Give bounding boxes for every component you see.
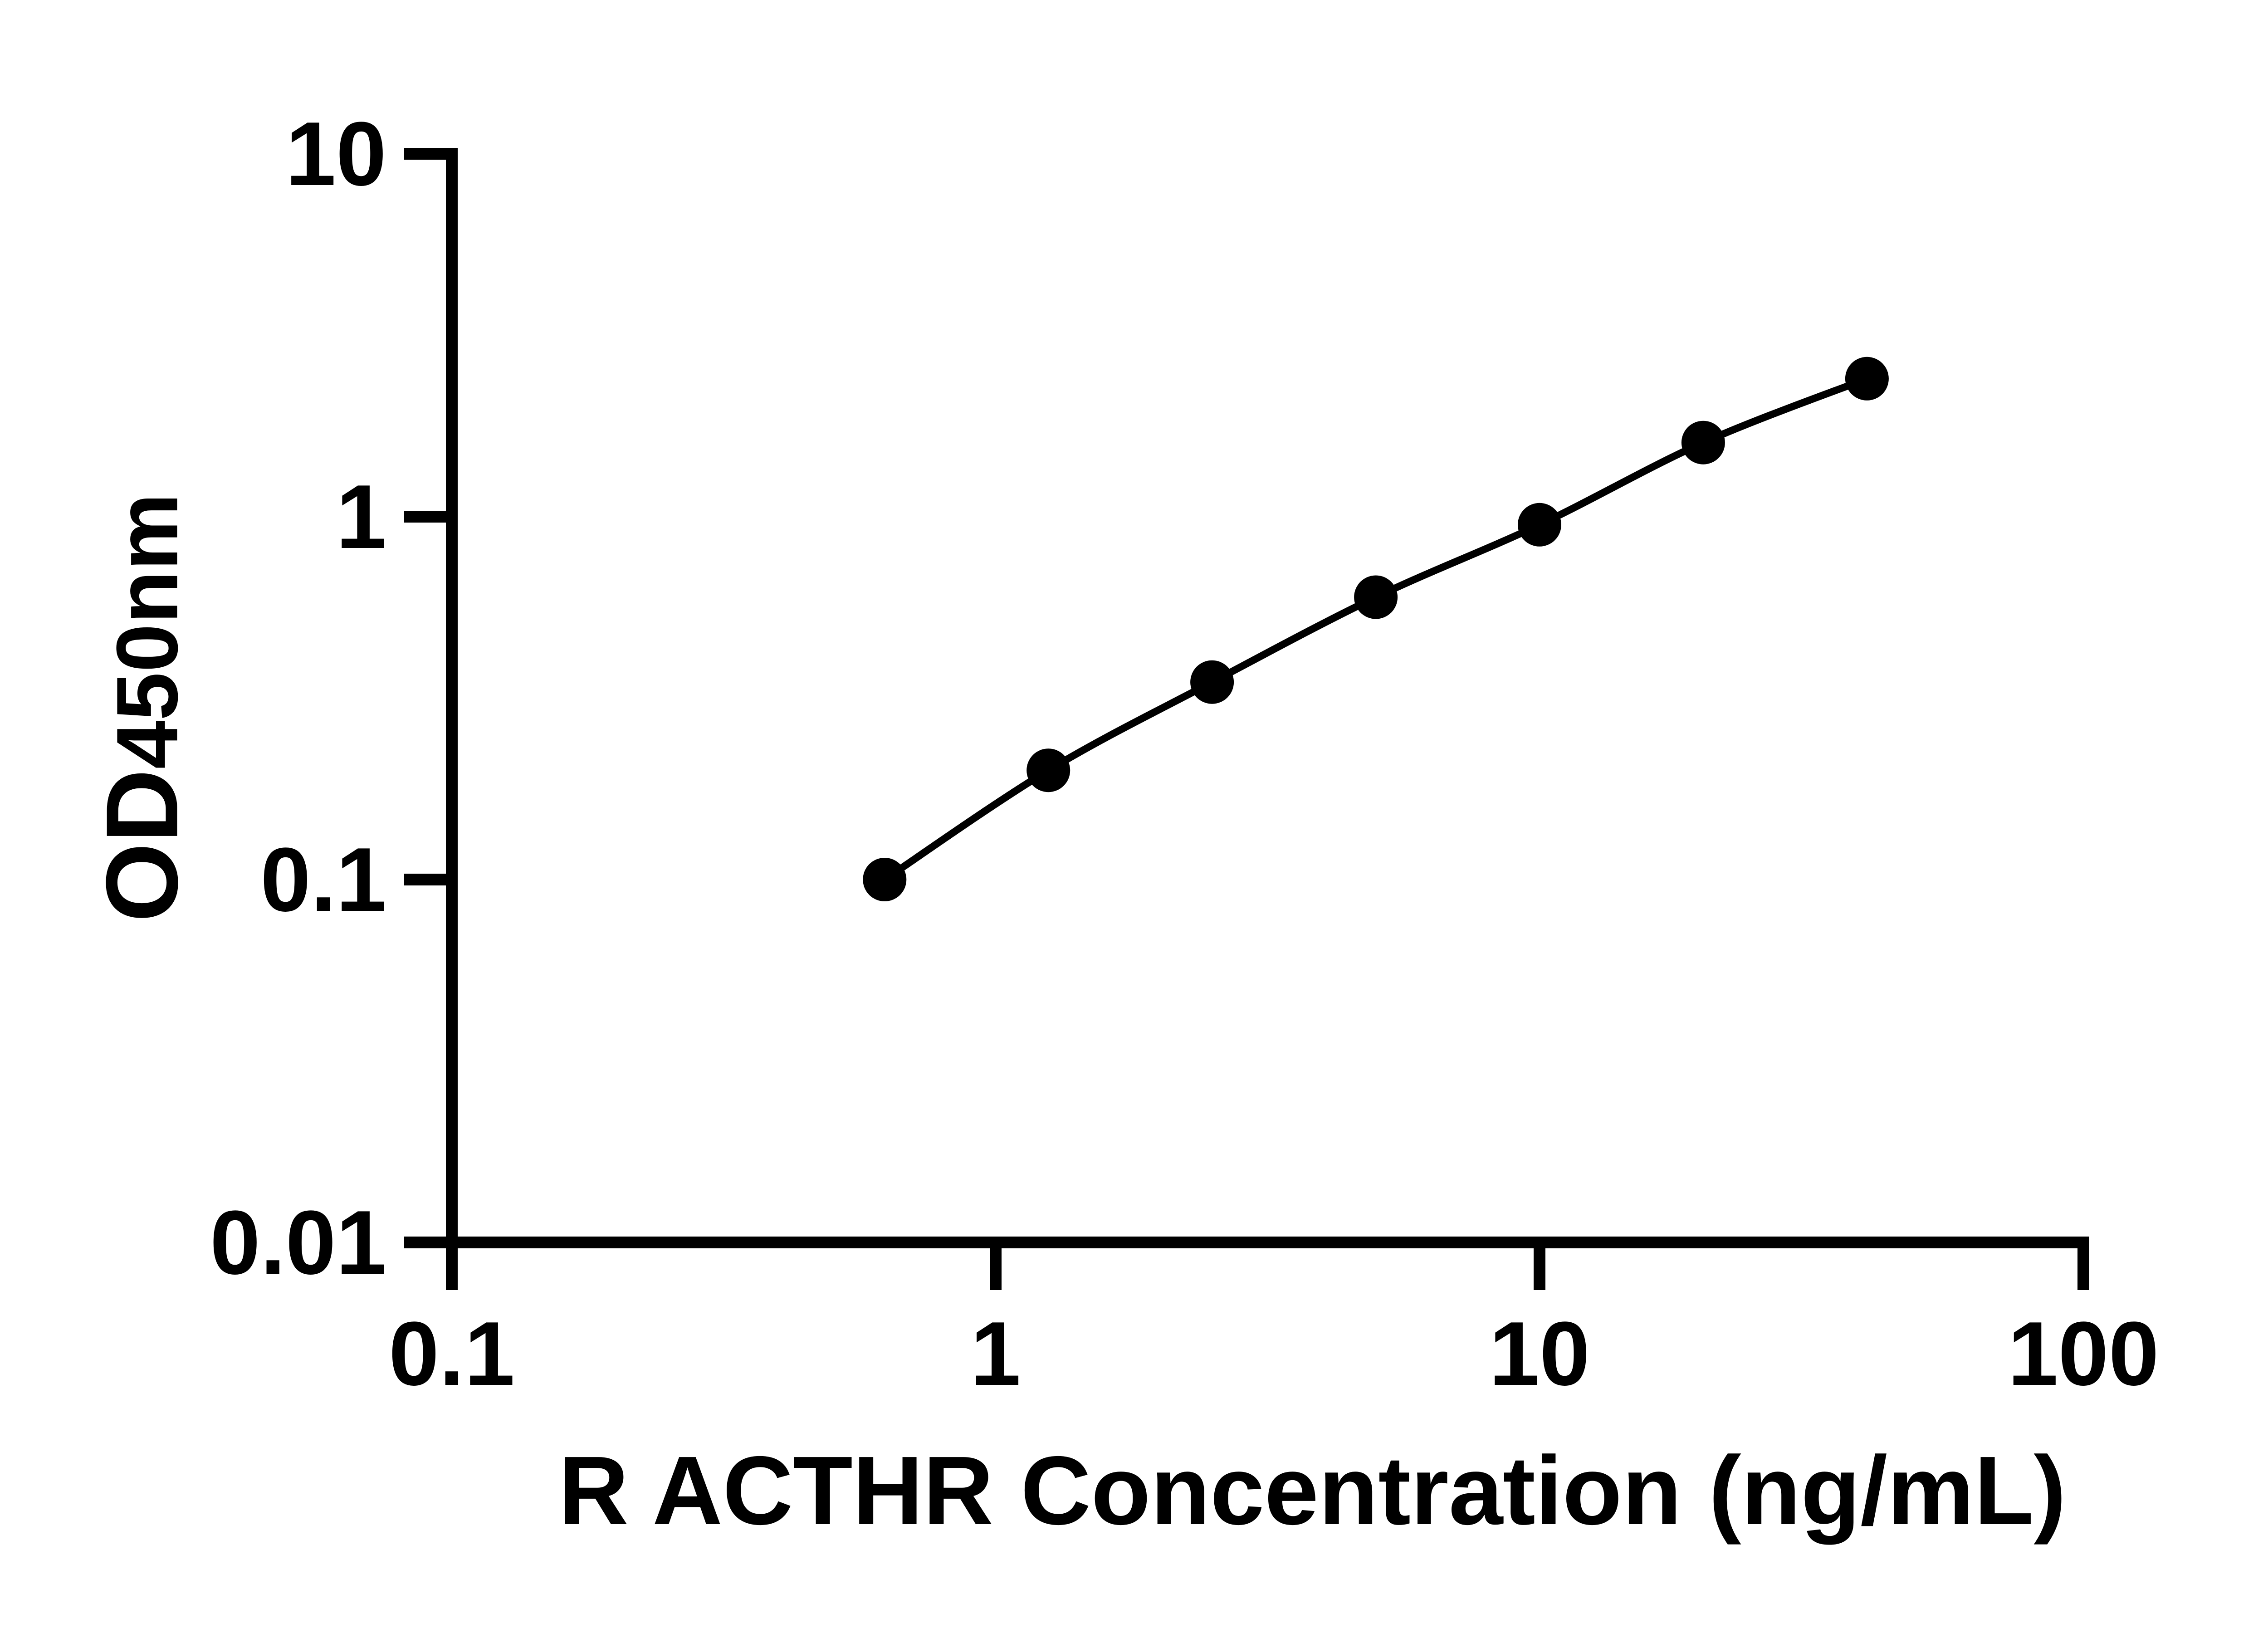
y-tick-label: 1 [336, 466, 386, 567]
x-tick [446, 1248, 458, 1290]
x-tick [990, 1248, 1002, 1290]
x-axis-title: R ACTHR Concentration (ng/mL) [558, 1436, 2067, 1545]
y-tick-label: 10 [286, 103, 386, 205]
data-point [1026, 748, 1070, 792]
x-tick-label: 100 [2008, 1303, 2159, 1404]
y-tick-label: 0.01 [210, 1192, 386, 1293]
data-point [1518, 503, 1561, 547]
x-tick-label: 10 [1489, 1303, 1590, 1404]
data-point [1354, 575, 1398, 619]
y-tick-label: 0.1 [260, 829, 386, 930]
x-tick [2077, 1248, 2089, 1290]
data-point [1845, 357, 1889, 401]
y-tick [404, 511, 446, 523]
y-axis-title: OD450nm [85, 493, 199, 922]
y-axis-title-main: OD [84, 769, 199, 922]
data-point [1681, 420, 1725, 464]
x-tick-label: 1 [970, 1303, 1021, 1404]
y-axis-line [446, 148, 458, 1248]
data-point [863, 858, 907, 901]
y-tick [404, 148, 446, 160]
x-axis-line [446, 1237, 2089, 1248]
y-tick [404, 1237, 446, 1248]
y-tick [404, 874, 446, 885]
x-tick-label: 0.1 [389, 1303, 515, 1404]
x-tick [1534, 1248, 1545, 1290]
y-axis-title-subscript: 450nm [98, 493, 196, 769]
data-point [1190, 660, 1234, 704]
